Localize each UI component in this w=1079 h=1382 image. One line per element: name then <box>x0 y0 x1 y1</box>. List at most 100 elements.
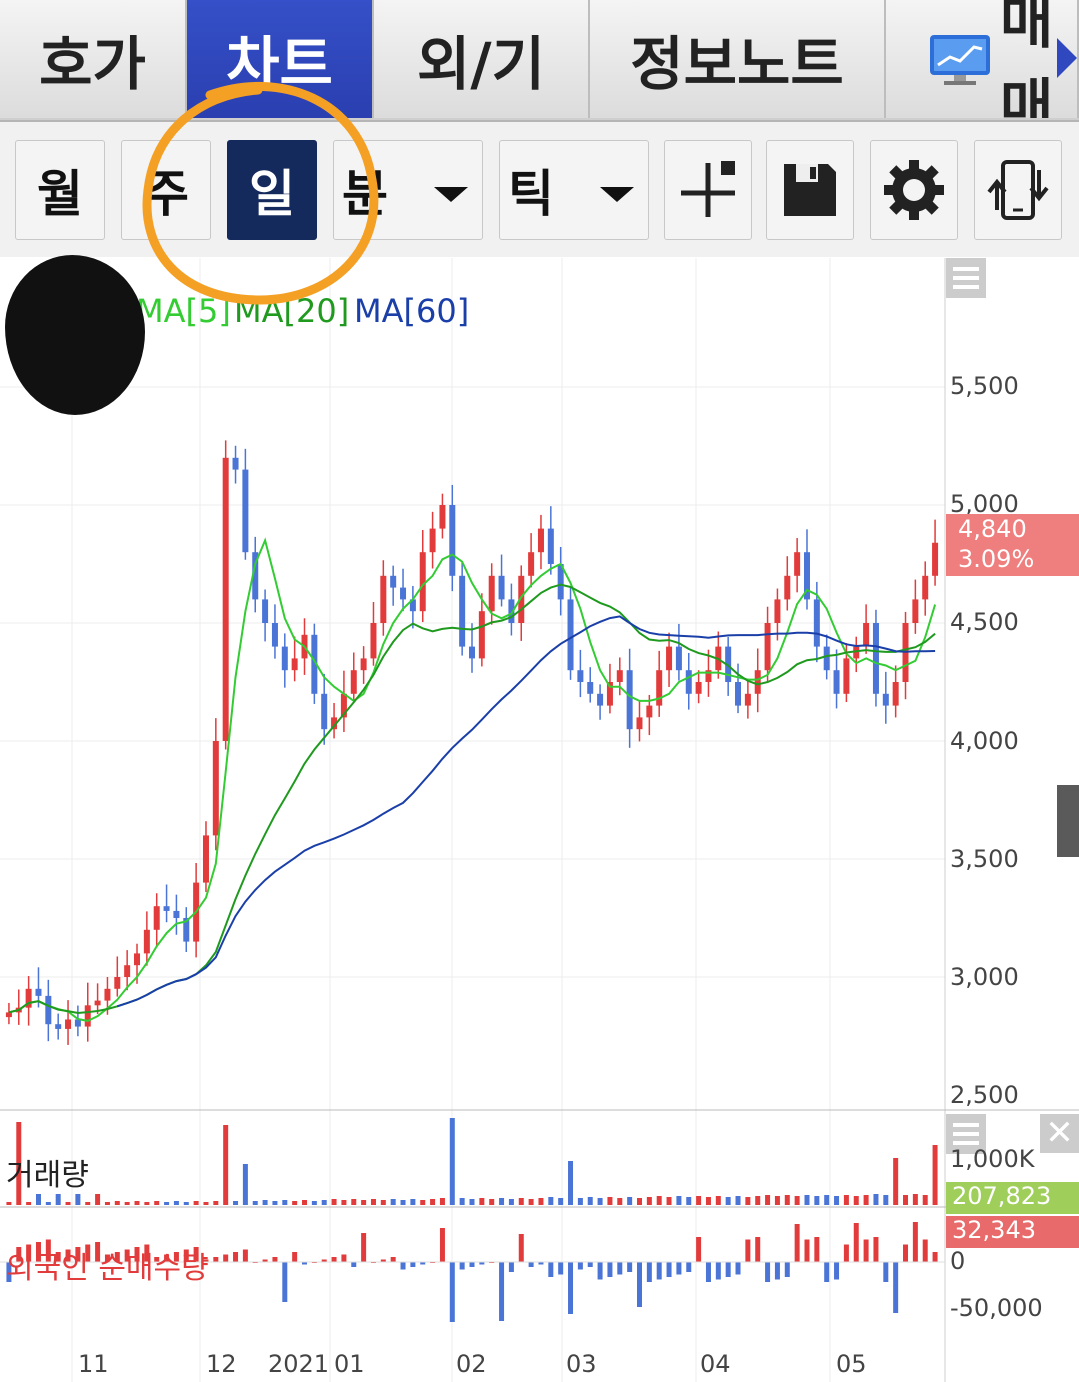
foreign-bar <box>65 1249 71 1262</box>
foreign-bar <box>144 1244 150 1262</box>
price-chart[interactable] <box>0 257 1079 1382</box>
volume-bar <box>853 1196 859 1205</box>
candle-body <box>685 670 692 694</box>
period-day-button[interactable]: 일 <box>227 140 317 240</box>
foreign-bar <box>380 1259 386 1262</box>
foreign-bar <box>903 1244 909 1262</box>
side-drawer-handle[interactable] <box>1057 785 1079 857</box>
candle-body <box>695 682 702 694</box>
candle-body <box>784 575 791 600</box>
volume-bar <box>863 1195 869 1205</box>
candle-body <box>735 682 742 706</box>
candle-body <box>616 670 623 682</box>
candle-body <box>557 564 564 600</box>
candle-body <box>94 1000 101 1006</box>
volume-menu-icon[interactable] <box>946 1114 986 1154</box>
ma60-legend: MA[60] <box>354 292 470 330</box>
volume-bar <box>479 1198 485 1205</box>
chevron-down-icon <box>600 187 634 202</box>
foreign-bar <box>45 1239 51 1262</box>
foreign-bar <box>213 1257 219 1262</box>
period-minute-dropdown[interactable]: 분 <box>333 140 483 240</box>
volume-bar <box>213 1201 219 1205</box>
price-tick: 5,500 <box>950 372 1019 400</box>
close-indicator-icon[interactable]: ✕ <box>1040 1114 1079 1153</box>
foreign-bar <box>755 1237 761 1262</box>
volume-bar <box>696 1196 702 1205</box>
volume-bar <box>587 1197 593 1205</box>
save-button[interactable] <box>766 140 854 240</box>
volume-bar <box>597 1198 603 1205</box>
candle-body <box>587 682 594 694</box>
volume-bar <box>528 1199 534 1205</box>
volume-bar <box>114 1201 120 1205</box>
price-tick: 4,000 <box>950 727 1019 755</box>
foreign-bar <box>617 1262 623 1275</box>
foreign-bar <box>449 1262 455 1322</box>
tab-info-note[interactable]: 정보노트 <box>590 0 886 118</box>
foreign-bar <box>627 1262 633 1272</box>
volume-bar <box>912 1194 918 1205</box>
volume-bar <box>104 1202 110 1205</box>
candle-body <box>744 693 751 706</box>
candle-body <box>439 505 446 529</box>
volume-bar <box>400 1200 406 1205</box>
scroll-right-icon[interactable] <box>1057 38 1077 78</box>
volume-bar <box>518 1198 524 1205</box>
volume-bar <box>617 1198 623 1205</box>
candle-body <box>675 646 682 671</box>
foreign-bar <box>873 1237 879 1262</box>
foreign-bar <box>794 1224 800 1262</box>
candle-body <box>803 552 810 600</box>
minute-label: 분 <box>342 165 388 223</box>
volume-bar <box>834 1196 840 1205</box>
volume-bar <box>607 1197 613 1205</box>
tab-trade[interactable]: 매매 <box>886 0 1079 118</box>
crosshair-icon <box>681 161 735 217</box>
x-tick: 02 <box>456 1350 487 1378</box>
volume-bar <box>430 1199 436 1205</box>
period-month-button[interactable]: 월 <box>15 140 105 240</box>
foreign-bar <box>893 1262 899 1313</box>
volume-bar <box>932 1145 938 1205</box>
settings-button[interactable] <box>870 140 958 240</box>
volume-bar <box>666 1197 672 1205</box>
foreign-bar <box>282 1262 288 1302</box>
foreign-bar <box>558 1262 564 1275</box>
candle-body <box>25 988 32 1008</box>
tab-foreign-institution[interactable]: 외/기 <box>374 0 590 118</box>
tab-orderbook[interactable]: 호가 <box>0 0 187 118</box>
volume-bar <box>183 1202 189 1205</box>
foreign-bar <box>814 1237 820 1262</box>
candle-body <box>65 1019 72 1029</box>
foreign-bar <box>577 1262 583 1270</box>
volume-bar <box>262 1200 268 1205</box>
foreign-bar <box>518 1234 524 1262</box>
foreign-bar <box>597 1262 603 1280</box>
foreign-axis-zero: 0 <box>950 1247 966 1275</box>
x-tick: 11 <box>78 1350 109 1378</box>
period-tick-dropdown[interactable]: 틱 <box>499 140 649 240</box>
candle-body <box>636 717 643 730</box>
candle-body <box>666 646 673 671</box>
chart-menu-icon[interactable] <box>946 258 986 298</box>
candle-body <box>922 575 929 600</box>
price-tick: 3,000 <box>950 963 1019 991</box>
candle-body <box>331 717 338 730</box>
candle-body <box>419 552 426 612</box>
x-tick: 04 <box>700 1350 731 1378</box>
foreign-bar <box>459 1262 465 1270</box>
volume-bar <box>558 1198 564 1205</box>
foreign-bar <box>538 1262 544 1265</box>
rotate-screen-button[interactable] <box>974 140 1062 240</box>
crosshair-button[interactable] <box>664 140 752 240</box>
candle-body <box>528 552 535 576</box>
candle-body <box>183 918 190 942</box>
foreign-bar <box>272 1257 278 1262</box>
foreign-bar <box>646 1262 652 1282</box>
candle-body <box>74 1019 81 1027</box>
volume-bar <box>26 1202 32 1205</box>
foreign-bar <box>95 1242 101 1262</box>
candle-body <box>409 599 416 612</box>
